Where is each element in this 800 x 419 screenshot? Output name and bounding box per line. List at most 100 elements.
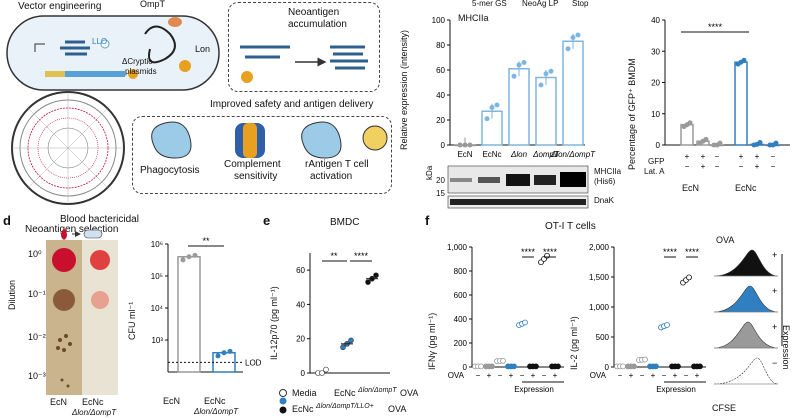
data-point bbox=[565, 46, 571, 52]
data-point bbox=[555, 363, 561, 370]
dilution-3: 10⁻³ bbox=[28, 371, 46, 381]
legend-ecnc-1-sup: Δlon/ΔompT bbox=[358, 387, 397, 394]
dilution-2: 10⁻² bbox=[28, 332, 46, 342]
y-tick-label: 10 bbox=[651, 110, 660, 119]
cryptic-label-2: plasmids bbox=[125, 67, 157, 76]
data-point bbox=[457, 142, 463, 148]
data-point bbox=[489, 363, 495, 370]
plate-x1: EcN bbox=[50, 397, 68, 407]
ova-sign: − bbox=[498, 371, 503, 380]
histogram bbox=[713, 249, 779, 277]
panel-d-x1: EcN bbox=[163, 396, 181, 406]
phagocytosis-label: Phagocytosis bbox=[140, 165, 200, 176]
expression-label: Expression bbox=[656, 385, 696, 394]
data-point bbox=[697, 363, 703, 370]
y-tick-label: 10⁶ bbox=[151, 240, 163, 249]
category-label: EcNc bbox=[482, 150, 501, 159]
y-tick-label: 0 bbox=[656, 141, 661, 150]
y-tick-label: 60 bbox=[436, 66, 445, 75]
delivery-box bbox=[132, 116, 392, 194]
gfp-sign: + bbox=[685, 152, 690, 161]
data-point bbox=[478, 363, 484, 370]
gfp-sign: − bbox=[771, 152, 776, 161]
legend-ecnc-2: EcNc bbox=[292, 404, 314, 414]
y-tick-label: 20 bbox=[651, 79, 660, 88]
data-point bbox=[522, 319, 528, 326]
histogram bbox=[713, 357, 779, 385]
blot-kda: kDa bbox=[425, 165, 434, 180]
lata-sign: + bbox=[755, 162, 760, 171]
ifn-ylabel: IFNγ (pg ml⁻¹) bbox=[427, 312, 437, 370]
data-point bbox=[227, 348, 233, 354]
data-point bbox=[500, 357, 506, 364]
ova-label: OVA bbox=[590, 371, 607, 380]
ova-sign: − bbox=[542, 371, 547, 380]
bar bbox=[508, 68, 530, 146]
ova-sign: + bbox=[487, 371, 492, 380]
ova-sign: + bbox=[651, 371, 656, 380]
data-point bbox=[675, 363, 681, 370]
sig-label-2: **** bbox=[543, 247, 558, 257]
y-tick-label: 20 bbox=[436, 116, 445, 125]
panel-d-x2: EcNc bbox=[204, 396, 226, 406]
data-point bbox=[703, 136, 709, 142]
y-tick-label: 0 bbox=[441, 141, 446, 150]
legend-ecnc-2-sup: Δlon/ΔompT/LLO+ bbox=[316, 403, 374, 410]
ova-label: OVA bbox=[448, 371, 465, 380]
data-point bbox=[323, 366, 329, 373]
panel-b-ylabel: Relative expression (intensity) bbox=[399, 29, 409, 150]
sig-label-2: **** bbox=[685, 247, 700, 257]
data-point bbox=[340, 344, 346, 351]
y-tick-label: 60 bbox=[296, 266, 305, 275]
cfse-histograms: + + + − bbox=[713, 249, 783, 385]
bar bbox=[562, 40, 584, 146]
cryptic-label-1: ΔCryptic bbox=[122, 57, 153, 66]
data-point bbox=[511, 363, 517, 370]
histogram bbox=[713, 321, 779, 349]
accumulation-arrow-icon bbox=[240, 45, 368, 83]
western-blot bbox=[447, 165, 589, 209]
data-point bbox=[757, 140, 763, 145]
ova-sign: + bbox=[695, 371, 700, 380]
expression-label: Expression bbox=[514, 385, 554, 394]
data-point bbox=[631, 363, 637, 370]
y-tick-label: 2,000 bbox=[589, 243, 610, 252]
y-tick-label: 40 bbox=[436, 91, 445, 100]
hist-sign: − bbox=[772, 358, 777, 368]
blot-dnak: DnaK bbox=[594, 196, 615, 205]
data-point bbox=[348, 337, 354, 344]
lata-sign: − bbox=[715, 162, 720, 171]
blot-his: (His6) bbox=[594, 177, 616, 186]
data-point bbox=[467, 142, 473, 148]
blot-15: 15 bbox=[436, 189, 445, 198]
plate-x2b: Δlon/ΔompT bbox=[72, 408, 117, 417]
delivery-icons bbox=[151, 121, 388, 159]
sig-label-1: ** bbox=[330, 251, 338, 261]
ova-sign: + bbox=[509, 371, 514, 380]
data-point bbox=[664, 322, 670, 328]
panel-d-x2b: Δlon/ΔompT bbox=[194, 407, 239, 416]
neoantigen-accumulation-box bbox=[228, 2, 380, 92]
data-point bbox=[538, 82, 544, 88]
ova-sign: − bbox=[662, 371, 667, 380]
data-point bbox=[186, 254, 192, 260]
data-point bbox=[365, 279, 371, 285]
improved-label: Improved safety and antigen delivery bbox=[210, 99, 374, 110]
panel-c-ylabel: Percentage of GFP⁺ BMDM bbox=[627, 58, 637, 170]
ova-sign: − bbox=[476, 371, 481, 380]
y-tick-label: 500 bbox=[596, 333, 610, 342]
data-point bbox=[687, 120, 693, 126]
y-tick-label: 80 bbox=[436, 41, 445, 50]
y-tick-label: 10³ bbox=[151, 336, 163, 345]
bar bbox=[177, 255, 201, 373]
data-point bbox=[686, 274, 692, 281]
legend-neoag: NeoAg LP bbox=[522, 0, 559, 8]
dilution-0: 10⁰ bbox=[28, 249, 42, 259]
data-point bbox=[533, 363, 539, 370]
hist-sign: + bbox=[772, 250, 777, 260]
vector-engineering-label: Vector engineering bbox=[18, 1, 102, 12]
panel-e-legend-marker-3 bbox=[279, 406, 287, 414]
